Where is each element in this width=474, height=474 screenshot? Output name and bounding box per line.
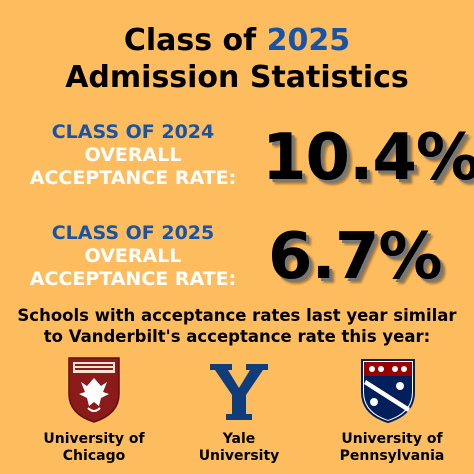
schools-heading: Schools with acceptance rates last year … [0,305,474,347]
stat-2025-overall: OVERALL [84,245,182,267]
school-yale-line-1: Yale [222,431,256,447]
stat-2024-overall: OVERALL [84,144,182,166]
stat-2025-acceptance: ACCEPTANCE RATE: [29,268,237,290]
school-penn-line-1: University of [341,431,443,447]
penn-shield-icon [361,359,415,424]
yale-y-icon [210,364,268,420]
stat-2025-class: CLASS OF 2025 [51,222,215,244]
school-penn-line-2: Pennsylvania [339,448,445,464]
stat-2024-value: 10.4% [262,121,474,195]
school-yale-line-2: University [198,448,280,464]
title-line-1: Class of 2025 [0,22,474,59]
stat-2024-acceptance: ACCEPTANCE RATE: [29,167,237,189]
title-year: 2025 [266,23,351,58]
school-yale: Yale University [159,431,319,465]
schools-heading-line-2: to Vanderbilt's acceptance rate this yea… [43,327,431,346]
title-prefix: Class of [123,23,257,58]
schools-heading-line-1: Schools with acceptance rates last year … [17,306,457,325]
stat-2024-class: CLASS OF 2024 [51,121,215,143]
stat-2025-value: 6.7% [268,220,442,294]
school-penn: University of Pennsylvania [312,431,472,465]
stat-2024-label: CLASS OF 2024 OVERALL ACCEPTANCE RATE: [14,121,252,190]
school-chicago-line-1: University of [43,431,145,447]
uchicago-shield-icon [68,357,120,423]
school-chicago-line-2: Chicago [62,448,126,464]
stat-2025-label: CLASS OF 2025 OVERALL ACCEPTANCE RATE: [14,222,252,291]
page-title: Class of 2025 Admission Statistics [0,22,474,96]
school-chicago: University of Chicago [14,431,174,465]
title-line-2: Admission Statistics [65,60,409,95]
